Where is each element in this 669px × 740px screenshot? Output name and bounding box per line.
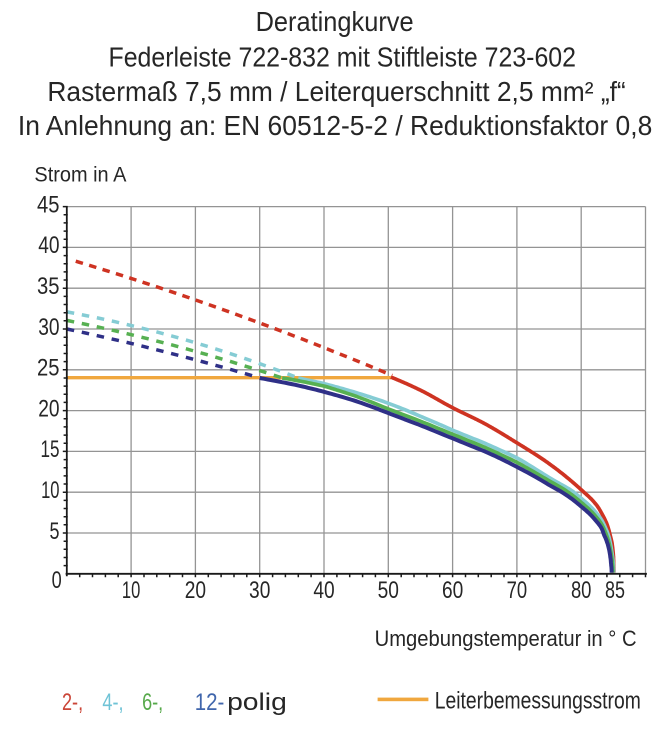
svg-text:30: 30 (249, 577, 270, 604)
svg-text:10: 10 (41, 477, 59, 504)
svg-text:40: 40 (38, 232, 59, 259)
svg-text:12-: 12- (195, 689, 225, 716)
svg-text:40: 40 (313, 577, 334, 604)
svg-text:30: 30 (38, 314, 59, 341)
svg-text:80: 80 (571, 577, 592, 604)
svg-text:60: 60 (442, 577, 463, 604)
svg-text:45: 45 (37, 191, 60, 218)
svg-text:6-,: 6-, (142, 689, 163, 716)
svg-text:20: 20 (38, 395, 59, 422)
svg-text:25: 25 (37, 355, 60, 382)
svg-text:polig: polig (227, 689, 287, 716)
svg-text:85: 85 (605, 577, 625, 604)
svg-text:0: 0 (52, 567, 62, 594)
svg-text:35: 35 (37, 273, 60, 300)
svg-text:20: 20 (185, 577, 206, 604)
svg-text:Rastermaß 7,5 mm / Leiterquers: Rastermaß 7,5 mm / Leiterquerschnitt 2,5… (47, 76, 625, 107)
svg-text:Deratingkurve: Deratingkurve (256, 6, 414, 37)
svg-text:Strom in A: Strom in A (34, 163, 127, 187)
svg-text:2-,: 2-, (62, 689, 83, 716)
svg-text:50: 50 (378, 577, 399, 604)
svg-text:Umgebungstemperatur in ° C: Umgebungstemperatur in ° C (375, 626, 637, 651)
svg-text:Leiterbemessungsstrom: Leiterbemessungsstrom (435, 688, 641, 715)
svg-text:10: 10 (122, 577, 140, 604)
svg-text:4-,: 4-, (102, 689, 123, 716)
svg-text:In Anlehnung an: EN 60512-5-2: In Anlehnung an: EN 60512-5-2 / Reduktio… (18, 110, 652, 141)
svg-text:15: 15 (41, 436, 60, 463)
svg-text:70: 70 (507, 577, 528, 604)
svg-text:5: 5 (50, 518, 60, 545)
svg-text:Federleiste 722-832 mit Stiftl: Federleiste 722-832 mit Stiftleiste 723-… (109, 42, 577, 73)
